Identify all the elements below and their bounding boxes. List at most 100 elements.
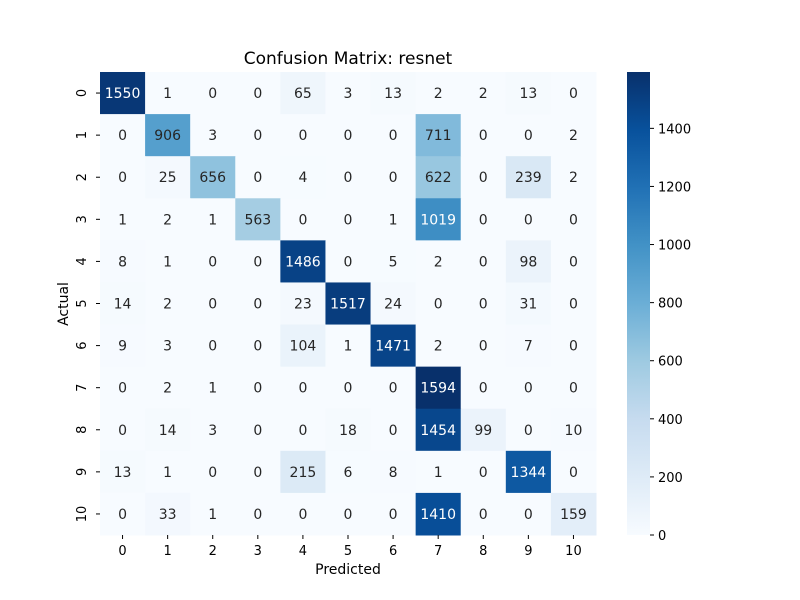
heatmap-cell-r1-c8 — [460, 114, 507, 157]
cell-value-r6-c10: 0 — [569, 339, 578, 355]
cell-value-r3-c6: 1 — [389, 212, 398, 228]
cell-value-r1-c8: 0 — [479, 128, 488, 144]
heatmap-cell-r9-c5 — [325, 450, 372, 494]
heatmap-cell-r3-c9 — [505, 198, 552, 241]
cell-value-r3-c9: 0 — [524, 212, 533, 228]
heatmap-cell-r6-c2 — [190, 324, 236, 368]
cell-value-r3-c8: 0 — [479, 212, 488, 228]
cell-value-r10-c6: 0 — [389, 507, 398, 523]
cell-value-r0-c3: 0 — [253, 86, 262, 102]
cell-value-r9-c5: 6 — [344, 465, 353, 481]
heatmap-cell-r10-c4 — [280, 492, 326, 536]
cell-value-r1-c7: 711 — [425, 128, 452, 144]
heatmap-cell-r5-c2 — [190, 282, 236, 326]
heatmap-cell-r5-c9 — [505, 282, 552, 326]
colorbar-tick-label-5: 1000 — [658, 239, 691, 254]
heatmap-cell-r7-c1 — [145, 366, 191, 410]
colorbar-tick-label-1: 200 — [658, 471, 683, 486]
cell-value-r10-c9: 0 — [524, 507, 533, 523]
cell-value-r6-c9: 7 — [524, 339, 533, 355]
cell-value-r4-c8: 0 — [479, 254, 488, 270]
heatmap-cell-r9-c10 — [550, 450, 597, 494]
cell-value-r8-c10: 10 — [565, 423, 583, 439]
heatmap-cell-r0-c7 — [415, 72, 462, 115]
heatmap-cell-r0-c1 — [145, 72, 191, 115]
heatmap-cell-r4-c3 — [235, 240, 281, 283]
cell-value-r0-c10: 0 — [569, 86, 578, 102]
heatmap-cell-r1-c5 — [325, 114, 372, 157]
cell-value-r7-c5: 0 — [344, 381, 353, 397]
colorbar-tick-label-0: 0 — [658, 529, 666, 544]
cell-value-r10-c2: 1 — [208, 507, 217, 523]
cell-value-r4-c9: 98 — [519, 254, 537, 270]
cell-value-r5-c10: 0 — [569, 297, 578, 313]
cell-value-r2-c8: 0 — [479, 170, 488, 186]
heatmap-cell-r8-c6 — [370, 408, 417, 452]
cell-value-r1-c2: 3 — [208, 128, 217, 144]
cell-value-r8-c6: 0 — [389, 423, 398, 439]
cell-value-r9-c1: 1 — [163, 465, 172, 481]
heatmap-cell-r2-c4 — [280, 156, 326, 199]
y-axis: 0 1 2 3 4 5 6 7 8 9 10 — [75, 89, 100, 522]
cell-value-r2-c6: 0 — [389, 170, 398, 186]
cell-value-r4-c5: 0 — [344, 254, 353, 270]
cell-value-r2-c2: 656 — [199, 170, 226, 186]
cell-value-r4-c10: 0 — [569, 254, 578, 270]
cell-value-r2-c9: 239 — [515, 170, 542, 186]
cell-value-r9-c6: 8 — [389, 465, 398, 481]
heatmap-cell-r4-c1 — [145, 240, 191, 283]
heatmap-cell-r0-c6 — [370, 72, 417, 115]
heatmap-cell-r5-c3 — [235, 282, 281, 326]
cell-value-r10-c1: 33 — [159, 507, 177, 523]
cell-value-r7-c9: 0 — [524, 381, 533, 397]
cell-value-r2-c7: 622 — [425, 170, 452, 186]
cell-value-r0-c4: 65 — [294, 86, 312, 102]
cell-value-r10-c8: 0 — [479, 507, 488, 523]
cell-value-r6-c0: 9 — [118, 339, 127, 355]
heatmap-cell-r10-c10 — [550, 492, 597, 536]
heatmap-cell-r10-c9 — [505, 492, 552, 536]
cell-value-r10-c10: 159 — [560, 507, 587, 523]
heatmap-cell-r7-c8 — [460, 366, 507, 410]
heatmap-cell-r1-c3 — [235, 114, 281, 157]
heatmap-cell-r5-c0 — [100, 282, 146, 326]
heatmap-cell-r10-c1 — [145, 492, 191, 536]
heatmap-cell-r7-c6 — [370, 366, 417, 410]
heatmap-cell-r4-c8 — [460, 240, 507, 283]
cell-value-r9-c0: 13 — [114, 465, 132, 481]
cell-value-r2-c0: 0 — [118, 170, 127, 186]
heatmap-cell-r6-c0 — [100, 324, 146, 368]
cell-value-r8-c5: 18 — [339, 423, 357, 439]
heatmap-cell-r6-c3 — [235, 324, 281, 368]
x-tick-label-5: 5 — [344, 544, 352, 559]
heatmap-cell-r0-c4 — [280, 72, 326, 115]
heatmap-cell-r10-c5 — [325, 492, 372, 536]
cell-value-r2-c1: 25 — [159, 170, 177, 186]
cell-value-r1-c3: 0 — [253, 128, 262, 144]
cell-value-r3-c0: 1 — [118, 212, 127, 228]
cell-value-r6-c3: 0 — [253, 339, 262, 355]
cell-value-r7-c4: 0 — [298, 381, 307, 397]
cell-value-r10-c4: 0 — [298, 507, 307, 523]
heatmap-cell-r4-c4 — [280, 240, 326, 283]
x-tick-label-7: 7 — [434, 544, 442, 559]
cell-value-r6-c8: 0 — [479, 339, 488, 355]
heatmap-cell-r3-c1 — [145, 198, 191, 241]
cell-value-r10-c7: 1410 — [420, 507, 456, 523]
cell-value-r5-c7: 0 — [434, 297, 443, 313]
heatmap-cell-r4-c9 — [505, 240, 552, 283]
heatmap-cell-r6-c1 — [145, 324, 191, 368]
cell-value-r8-c0: 0 — [118, 423, 127, 439]
heatmap-cell-r9-c7 — [415, 450, 462, 494]
heatmap-cell-r6-c6 — [370, 324, 417, 368]
cell-value-r7-c2: 1 — [208, 381, 217, 397]
y-tick-label-1: 1 — [75, 131, 90, 139]
heatmap-cell-r8-c0 — [100, 408, 146, 452]
heatmap-cell-r3-c6 — [370, 198, 417, 241]
heatmap-cell-r10-c7 — [415, 492, 462, 536]
heatmap-cell-r8-c1 — [145, 408, 191, 452]
y-tick-label-3: 3 — [75, 215, 90, 223]
heatmap-cell-r0-c9 — [505, 72, 552, 115]
heatmap-cell-r1-c1 — [145, 114, 191, 157]
